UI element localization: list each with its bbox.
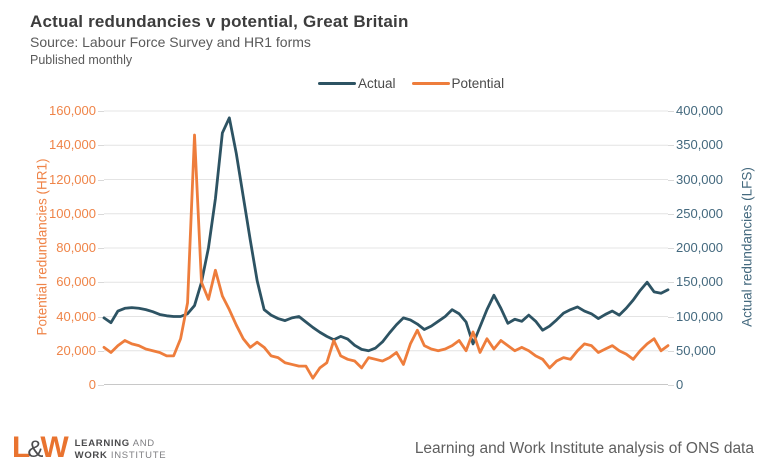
right-axis-tick-label: 100,000 [676, 308, 723, 324]
tick-mark [668, 385, 674, 386]
tick-mark [668, 350, 674, 352]
right-axis-tick-label: 400,000 [676, 103, 723, 118]
tick-mark [668, 145, 674, 147]
logo-text-learning: LEARNING [74, 438, 130, 449]
tick-mark [668, 248, 674, 249]
right-axis-title: Actual redundancies (LFS) [739, 167, 755, 327]
logo-letter-w: W [40, 431, 68, 464]
tick-mark [668, 111, 674, 112]
chart-legend: Actual Potential [318, 76, 504, 91]
tick-mark [98, 282, 104, 284]
lw-logo-text: LEARNING AND WORK INSTITUTE [75, 438, 167, 462]
potential-line [102, 133, 670, 380]
legend-label-actual: Actual [358, 76, 396, 91]
legend-label-potential: Potential [451, 76, 505, 91]
lw-institute-logo: L&W LEARNING AND WORK INSTITUTE [12, 431, 166, 467]
tick-mark [668, 282, 674, 284]
left-axis-tick-label: 60,000 [56, 274, 96, 290]
right-axis-tick-label: 350,000 [676, 137, 723, 153]
actual-line [102, 116, 670, 353]
tick-mark [98, 316, 104, 318]
attribution-text: Learning and Work Institute analysis of … [414, 440, 754, 457]
legend-item-actual: Actual [318, 76, 396, 91]
tick-mark [98, 111, 104, 112]
right-axis-tick-label: 300,000 [676, 171, 723, 187]
right-axis-tick-label: 250,000 [676, 205, 723, 221]
logo-text-and: AND [129, 438, 155, 449]
left-axis-tick-label: 80,000 [56, 240, 96, 255]
tick-mark [98, 248, 104, 249]
left-axis-tick-label: 120,000 [49, 171, 96, 187]
logo-text-work: WORK [74, 450, 108, 461]
tick-mark [98, 145, 104, 147]
tick-mark [98, 385, 104, 386]
left-axis-tick-label: 20,000 [56, 342, 96, 358]
page-title: Actual redundancies v potential, Great B… [30, 12, 409, 31]
left-axis-tick-label: 40,000 [56, 308, 96, 324]
actual-line-swatch [318, 81, 356, 86]
left-axis-tick-label: 160,000 [49, 103, 96, 118]
logo-text-institute: INSTITUTE [107, 450, 167, 461]
chart-plot-svg [102, 111, 670, 385]
left-axis-tick-label: 100,000 [49, 205, 96, 221]
left-axis-tick-label: 140,000 [49, 137, 96, 153]
right-axis-tick-label: 50,000 [676, 342, 716, 358]
right-axis-tick-label: 150,000 [676, 274, 723, 290]
tick-mark [668, 316, 674, 318]
chart-frequency-text: Published monthly [30, 53, 133, 67]
tick-mark [668, 179, 674, 181]
tick-mark [98, 213, 104, 215]
logo-ampersand: & [27, 436, 43, 463]
logo-letter-l: L [12, 431, 30, 464]
left-axis-tick-label: 0 [88, 377, 96, 392]
tick-mark [98, 350, 104, 352]
lw-logo-mark: L&W [12, 431, 69, 467]
potential-line-swatch [411, 81, 450, 86]
tick-mark [668, 213, 674, 215]
plot-area [102, 111, 670, 385]
legend-item-potential: Potential [411, 76, 505, 91]
right-axis-tick-label: 200,000 [676, 240, 723, 255]
right-axis-tick-label: 0 [676, 377, 684, 392]
chart-source-text: Source: Labour Force Survey and HR1 form… [30, 34, 311, 50]
tick-mark [98, 179, 104, 181]
